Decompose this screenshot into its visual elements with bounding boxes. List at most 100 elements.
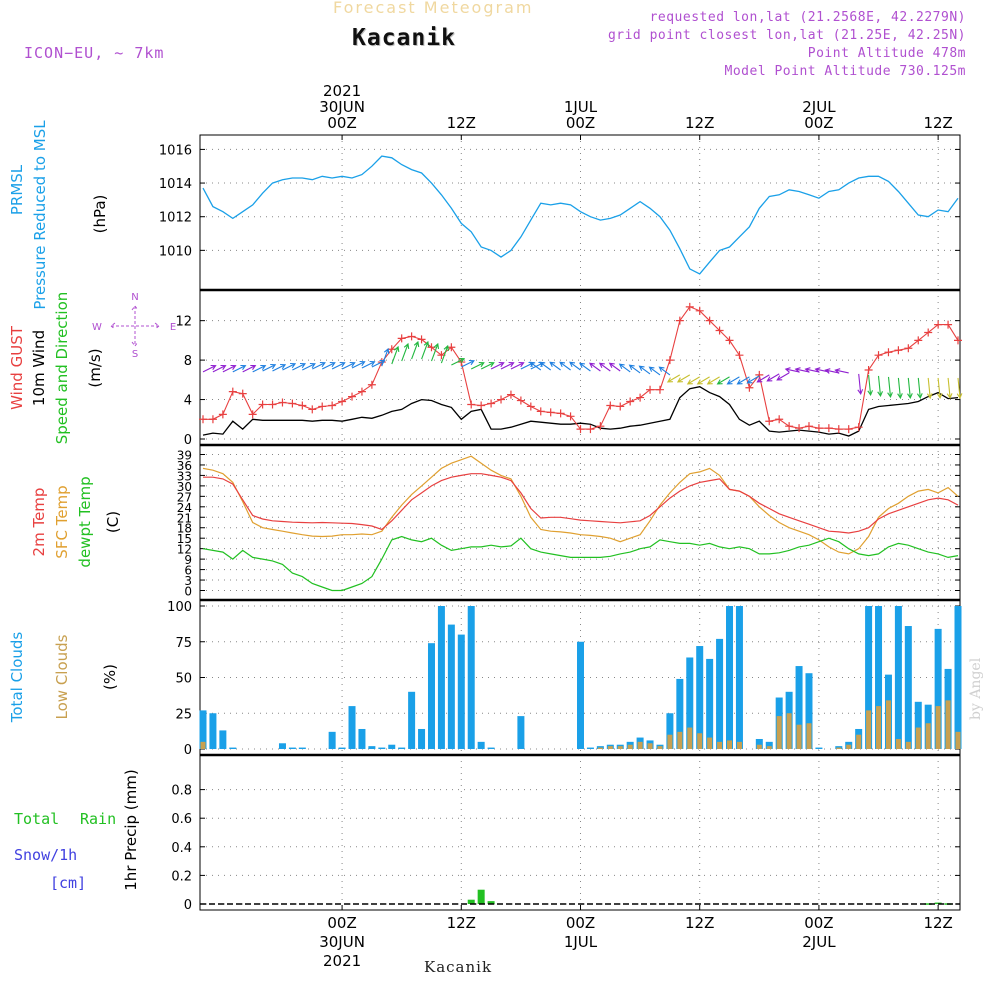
y-tick-label: 12 <box>175 315 192 330</box>
wind-direction-arrow <box>598 362 611 372</box>
compass-w: W <box>92 322 102 333</box>
gust-marker <box>447 343 456 352</box>
label-wind-unit: (m/s) <box>86 348 104 387</box>
gust-marker <box>775 415 784 424</box>
cloud-bar-total <box>577 641 584 749</box>
label-dewpt-temp: dewpt Temp <box>76 476 94 567</box>
wind-direction-arrow <box>588 362 601 372</box>
cloud-bar-low <box>776 716 782 749</box>
series-line-2m-temp <box>203 473 959 534</box>
gust-marker <box>467 400 476 409</box>
y-tick-label: 12 <box>177 543 192 557</box>
top-time-label: 00Z <box>566 114 595 132</box>
footer-location: Kacanik <box>424 958 493 976</box>
gust-marker <box>655 385 664 394</box>
y-tick-label: 1016 <box>159 143 192 158</box>
precip-bar-rain <box>467 899 475 904</box>
label-snow: Snow/1h <box>14 846 77 864</box>
location-title: Kacanik <box>352 25 456 51</box>
cloud-bar-total <box>686 657 694 749</box>
series-line-10m-wind <box>202 386 959 437</box>
compass-s: S <box>132 349 138 360</box>
precip-bar-rain <box>924 903 932 905</box>
cloud-bar-low <box>697 733 703 749</box>
gust-marker <box>536 407 545 416</box>
cloud-bar-total <box>437 606 445 749</box>
wind-direction-arrow <box>658 366 671 376</box>
gust-marker <box>715 326 724 335</box>
wind-direction-arrow <box>726 376 740 385</box>
wind-direction-arrow <box>292 362 307 371</box>
wind-direction-arrow <box>341 361 356 370</box>
y-tick-label: 0 <box>184 898 192 913</box>
gust-marker <box>328 401 337 410</box>
cloud-bar-low <box>786 713 792 749</box>
compass-rose-icon <box>110 305 160 347</box>
y-tick-label: 50 <box>175 672 192 687</box>
label-wind-speed-direction: Speed and Direction <box>53 292 71 445</box>
wind-direction-arrow <box>867 374 874 397</box>
wind-direction-arrow <box>480 361 495 370</box>
top-time-label: 2JUL <box>802 98 836 116</box>
cloud-bar-low <box>736 741 742 749</box>
cloud-bar-total <box>457 634 465 749</box>
cloud-bar-low <box>707 737 713 749</box>
gust-marker <box>258 400 267 409</box>
wind-direction-arrow <box>936 377 943 400</box>
cloud-bar-total <box>726 606 734 749</box>
y-tick-label: 0 <box>184 743 192 758</box>
cloud-bar-total <box>368 746 376 749</box>
cloud-bar-low <box>866 710 872 749</box>
cloud-bar-low <box>677 731 683 749</box>
wind-direction-arrow <box>500 361 515 370</box>
wind-direction-arrow <box>638 365 651 375</box>
gust-marker <box>954 336 962 345</box>
y-tick-label: 33 <box>177 469 192 483</box>
cloud-bar-low <box>687 727 693 749</box>
wind-direction-arrow <box>916 377 923 400</box>
gust-marker <box>804 422 813 431</box>
wind-direction-arrow <box>897 377 903 400</box>
gust-marker <box>616 402 625 411</box>
wind-direction-arrow <box>202 364 217 373</box>
cloud-bar-total <box>358 728 366 749</box>
gust-marker <box>596 422 605 431</box>
panel-clouds: 0 25 50 75 100 <box>167 599 961 758</box>
bottom-time-label: 2JUL <box>802 933 836 951</box>
gust-marker <box>566 412 575 421</box>
compass-n: N <box>131 292 138 303</box>
gust-marker <box>497 395 506 404</box>
label-precip-axis: 1hr Precip (mm) <box>122 769 140 890</box>
wind-direction-arrow <box>401 342 410 362</box>
cloud-bar-total <box>815 747 823 749</box>
cloud-bar-total <box>288 747 296 749</box>
wind-direction-arrow <box>618 363 631 373</box>
top-time-label: 1JUL <box>564 98 598 116</box>
gust-marker <box>914 336 923 345</box>
wind-direction-arrow <box>430 342 440 362</box>
top-time-label: 00Z <box>327 114 356 132</box>
cloud-bar-total <box>696 646 704 749</box>
gust-marker <box>397 334 406 343</box>
y-tick-label: 75 <box>175 636 192 651</box>
cloud-bar-total <box>408 691 416 749</box>
label-10m-wind: 10m Wind <box>30 330 48 406</box>
wind-direction-arrow <box>351 360 366 369</box>
cloud-bar-total <box>706 658 714 749</box>
cloud-bar-low <box>597 747 603 749</box>
cloud-bar-total <box>229 747 237 749</box>
y-tick-label: 0.6 <box>171 812 192 827</box>
cloud-bar-low <box>935 706 941 749</box>
chart-title: Forecast Meteogram <box>333 0 534 17</box>
cloud-bar-low <box>627 744 633 749</box>
cloud-bar-total <box>765 741 773 749</box>
wind-direction-arrow <box>421 340 430 360</box>
y-tick-label: 0.4 <box>171 841 192 856</box>
label-total-clouds: Total Clouds <box>8 632 26 724</box>
cloud-bar-total <box>875 606 883 749</box>
cloud-bar-total <box>378 747 386 749</box>
precip-bar-rain <box>487 901 495 904</box>
wind-direction-arrow <box>470 361 485 370</box>
